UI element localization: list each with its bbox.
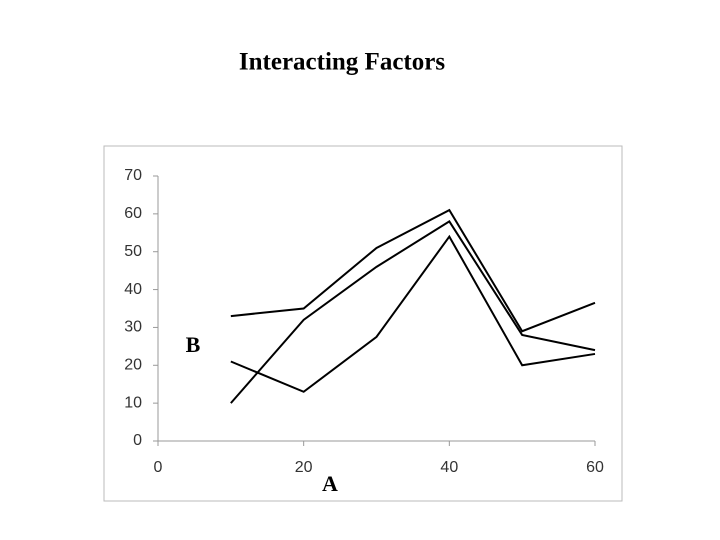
y-tick-label: 20 — [124, 357, 142, 374]
y-tick-label: 40 — [124, 281, 142, 298]
chart-title: Interacting Factors — [239, 49, 445, 76]
x-tick-label: 0 — [154, 459, 163, 476]
x-tick-label: 60 — [586, 459, 604, 476]
series-line — [230, 234, 596, 393]
y-axis-label: B — [186, 332, 201, 357]
x-tick-label: 20 — [295, 459, 313, 476]
y-tick-label: 10 — [124, 394, 142, 411]
y-tick-label: 70 — [124, 167, 142, 184]
x-axis-label: A — [322, 471, 338, 496]
y-tick-label: 30 — [124, 319, 142, 336]
series-line — [230, 220, 596, 404]
x-tick-label: 40 — [440, 459, 458, 476]
plot-frame — [103, 145, 623, 502]
y-tick-label: 50 — [124, 243, 142, 260]
y-tick-label: 0 — [133, 432, 142, 449]
y-tick-label: 60 — [124, 205, 142, 222]
series-line — [230, 208, 596, 333]
